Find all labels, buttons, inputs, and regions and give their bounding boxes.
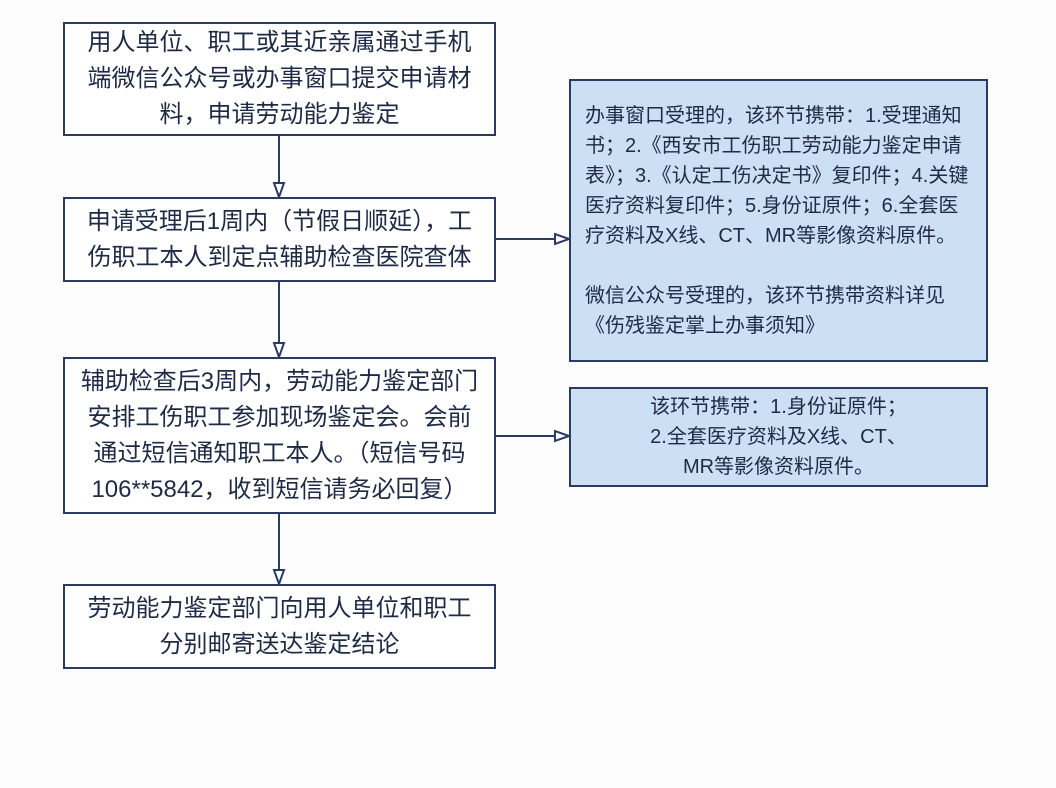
flow-node-step2: 申请受理后1周内（节假日顺延），工伤职工本人到定点辅助检查医院查体 bbox=[63, 197, 496, 282]
flow-node-step1: 用人单位、职工或其近亲属通过手机端微信公众号或办事窗口提交申请材料，申请劳动能力… bbox=[63, 22, 496, 136]
flow-node-step3: 辅助检查后3周内，劳动能力鉴定部门安排工伤职工参加现场鉴定会。会前通过短信通知职… bbox=[63, 357, 496, 514]
flow-node-note2: 该环节携带：1.身份证原件； 2.全套医疗资料及X线、CT、 MR等影像资料原件… bbox=[569, 387, 988, 487]
flow-node-note1: 办事窗口受理的，该环节携带：1.受理通知书；2.《西安市工伤职工劳动能力鉴定申请… bbox=[569, 79, 988, 362]
flow-node-step4: 劳动能力鉴定部门向用人单位和职工分别邮寄送达鉴定结论 bbox=[63, 584, 496, 669]
